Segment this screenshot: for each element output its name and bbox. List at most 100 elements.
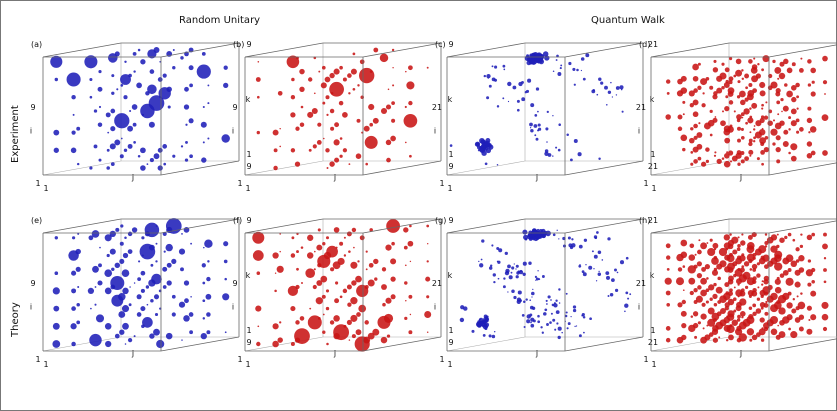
data-marker	[582, 77, 586, 81]
data-marker	[712, 94, 718, 100]
data-marker	[729, 233, 732, 236]
data-marker	[529, 122, 533, 127]
data-marker	[322, 242, 326, 246]
data-marker	[512, 85, 517, 90]
axis-k-max-label: 9	[246, 216, 251, 225]
axis-k-min-label: 1	[448, 150, 453, 159]
data-marker	[290, 341, 295, 347]
data-marker	[76, 302, 80, 307]
data-marker	[90, 307, 92, 310]
data-marker	[98, 105, 102, 109]
data-marker	[153, 153, 160, 160]
data-marker	[749, 107, 752, 110]
data-marker	[352, 52, 356, 56]
data-marker	[493, 330, 496, 333]
data-marker	[736, 255, 742, 260]
axis-k-min-label: 1	[246, 150, 251, 159]
data-marker	[808, 318, 811, 322]
data-marker	[705, 159, 710, 164]
data-marker	[75, 266, 81, 272]
data-marker	[127, 231, 133, 237]
axis-j-max-label: 9	[246, 162, 251, 171]
data-marker	[689, 137, 695, 144]
data-marker	[701, 266, 707, 272]
data-marker	[165, 332, 173, 340]
data-marker	[202, 105, 205, 109]
data-marker	[811, 280, 815, 284]
data-marker	[577, 152, 582, 157]
data-marker	[798, 314, 805, 320]
data-marker	[290, 306, 296, 312]
marker-group	[52, 218, 230, 349]
data-marker	[188, 118, 194, 124]
data-marker	[712, 242, 719, 249]
data-marker	[274, 272, 277, 274]
data-marker	[121, 305, 130, 313]
data-marker	[339, 137, 343, 140]
data-marker	[743, 108, 750, 115]
data-marker	[299, 68, 305, 75]
data-marker	[171, 312, 176, 317]
data-marker	[703, 122, 711, 130]
data-marker	[541, 331, 544, 334]
data-marker	[290, 148, 296, 153]
data-marker	[709, 85, 714, 90]
data-marker	[157, 77, 163, 82]
data-marker	[770, 304, 778, 313]
axis-k-min-label: 1	[650, 326, 655, 335]
data-marker	[716, 87, 723, 94]
data-marker	[746, 277, 755, 286]
data-marker	[529, 299, 532, 302]
data-marker	[775, 334, 781, 340]
data-marker	[122, 287, 129, 295]
data-marker	[729, 324, 733, 328]
axis-j-label: j	[739, 349, 742, 358]
data-marker	[680, 134, 688, 142]
data-marker	[404, 141, 407, 144]
data-marker	[704, 263, 711, 270]
data-marker	[316, 140, 322, 145]
axis-i-label: i	[30, 127, 32, 136]
data-marker	[552, 115, 554, 117]
data-marker	[733, 273, 737, 278]
data-marker	[498, 248, 503, 253]
data-marker	[535, 137, 539, 141]
data-marker	[273, 148, 278, 153]
axis-j-label: j	[739, 173, 742, 182]
data-marker	[342, 288, 348, 294]
data-marker	[136, 82, 142, 89]
data-marker	[71, 306, 76, 311]
data-marker	[807, 83, 812, 87]
data-marker	[153, 294, 160, 300]
data-marker	[795, 118, 800, 123]
cube-edge	[768, 338, 837, 352]
data-marker	[688, 254, 696, 261]
data-marker	[752, 303, 757, 308]
data-marker	[427, 243, 429, 245]
cube-edge	[42, 218, 122, 234]
data-marker	[257, 325, 260, 328]
data-marker	[93, 144, 98, 149]
data-marker	[171, 294, 176, 299]
data-marker	[342, 148, 348, 153]
cube-edge	[564, 336, 644, 352]
data-marker	[123, 148, 128, 152]
data-marker	[277, 337, 283, 343]
data-marker	[409, 224, 412, 228]
data-marker	[122, 322, 129, 330]
marker-group	[252, 219, 432, 352]
data-marker	[709, 297, 713, 301]
data-marker	[390, 135, 396, 142]
data-marker	[807, 59, 812, 64]
data-marker	[734, 268, 743, 277]
data-marker	[207, 102, 210, 105]
data-marker	[329, 161, 335, 167]
data-marker	[790, 120, 797, 127]
data-marker	[593, 254, 598, 259]
data-marker	[295, 320, 300, 325]
data-marker	[141, 254, 144, 257]
data-marker	[493, 280, 496, 284]
data-marker	[767, 120, 773, 126]
data-marker	[111, 267, 115, 272]
